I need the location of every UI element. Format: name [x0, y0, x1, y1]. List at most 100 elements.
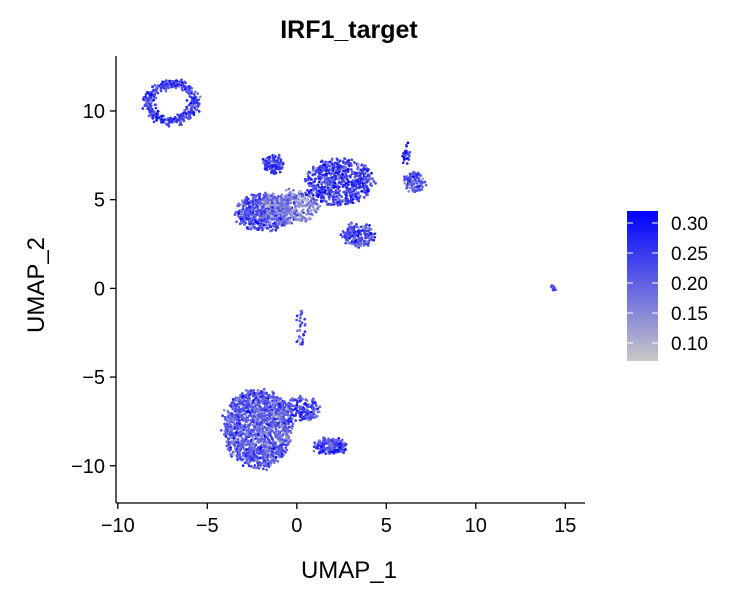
data-point: [363, 164, 367, 168]
data-point: [262, 387, 266, 391]
data-point: [329, 189, 333, 193]
data-point: [233, 447, 237, 451]
data-point: [270, 229, 274, 232]
data-point: [285, 448, 289, 452]
data-point: [308, 416, 312, 419]
data-point: [337, 178, 341, 181]
data-point: [223, 433, 226, 436]
data-point: [244, 395, 247, 398]
data-point: [155, 118, 158, 122]
data-point: [314, 186, 318, 190]
data-point: [243, 202, 247, 206]
data-point: [271, 165, 275, 168]
data-point: [311, 407, 314, 411]
data-point: [274, 171, 278, 175]
data-point: [263, 218, 266, 221]
data-point: [246, 417, 250, 421]
data-point: [277, 436, 280, 440]
data-point: [295, 211, 299, 215]
data-point: [242, 412, 246, 416]
data-point: [346, 170, 350, 173]
data-point: [283, 200, 287, 204]
data-point: [347, 190, 350, 194]
data-point: [288, 205, 292, 208]
data-point: [249, 215, 253, 218]
data-point: [275, 452, 278, 456]
data-point: [249, 455, 253, 458]
data-point: [185, 99, 189, 102]
data-point: [274, 225, 277, 229]
data-point: [311, 414, 314, 417]
data-point: [365, 236, 369, 239]
data-point: [252, 450, 256, 454]
data-point: [180, 86, 184, 90]
data-point: [147, 114, 151, 118]
data-point: [349, 173, 353, 177]
data-point: [419, 180, 422, 184]
data-point: [285, 218, 289, 222]
data-point: [303, 322, 307, 326]
data-point: [242, 215, 246, 218]
data-point: [297, 338, 300, 342]
data-point: [299, 316, 302, 320]
data-point: [341, 173, 345, 176]
data-point: [280, 404, 284, 408]
data-point: [349, 168, 353, 171]
data-point: [306, 414, 310, 418]
data-point: [301, 415, 304, 418]
data-point: [191, 99, 195, 103]
data-point: [295, 340, 299, 344]
data-point: [291, 422, 295, 426]
data-point: [356, 234, 360, 238]
data-point: [322, 199, 325, 202]
data-point: [258, 197, 262, 200]
data-point: [366, 193, 369, 197]
color-legend: 0.10 0.15 0.20 0.25 0.30: [627, 211, 708, 361]
data-point: [255, 455, 259, 458]
data-point: [244, 198, 248, 202]
data-point: [319, 191, 323, 194]
data-point: [264, 435, 268, 439]
data-point: [278, 201, 282, 205]
data-point: [372, 238, 376, 242]
data-point: [265, 409, 269, 413]
data-point: [248, 405, 252, 408]
data-point: [346, 202, 350, 205]
data-point: [248, 222, 252, 226]
data-point: [350, 183, 354, 187]
data-point: [237, 418, 241, 422]
data-point: [226, 424, 230, 427]
data-point: [154, 88, 157, 92]
data-point: [243, 456, 246, 460]
data-point: [253, 406, 257, 410]
data-point: [300, 407, 304, 411]
data-point: [259, 433, 262, 437]
data-point: [264, 165, 267, 168]
data-point: [294, 414, 297, 417]
data-point: [337, 203, 340, 207]
data-point: [420, 188, 424, 191]
data-point: [248, 390, 252, 393]
data-point: [364, 189, 368, 193]
data-point: [197, 98, 201, 102]
data-point: [321, 449, 325, 453]
data-point: [227, 411, 231, 415]
data-point: [195, 101, 199, 104]
data-point: [327, 190, 331, 193]
data-point: [246, 410, 249, 413]
data-point: [300, 217, 304, 220]
data-point: [341, 178, 344, 182]
data-point: [256, 413, 259, 417]
data-point: [355, 197, 359, 201]
data-point: [298, 198, 302, 202]
data-point: [250, 193, 254, 197]
data-point: [272, 461, 276, 464]
data-point: [293, 212, 296, 215]
data-point: [414, 180, 417, 184]
data-point: [167, 121, 171, 124]
data-point: [154, 103, 157, 107]
y-axis-ticks: −10 −5 0 5 10: [71, 101, 116, 478]
data-point: [273, 417, 277, 421]
data-point: [343, 448, 346, 452]
legend-tick-label: 0.20: [671, 274, 708, 295]
